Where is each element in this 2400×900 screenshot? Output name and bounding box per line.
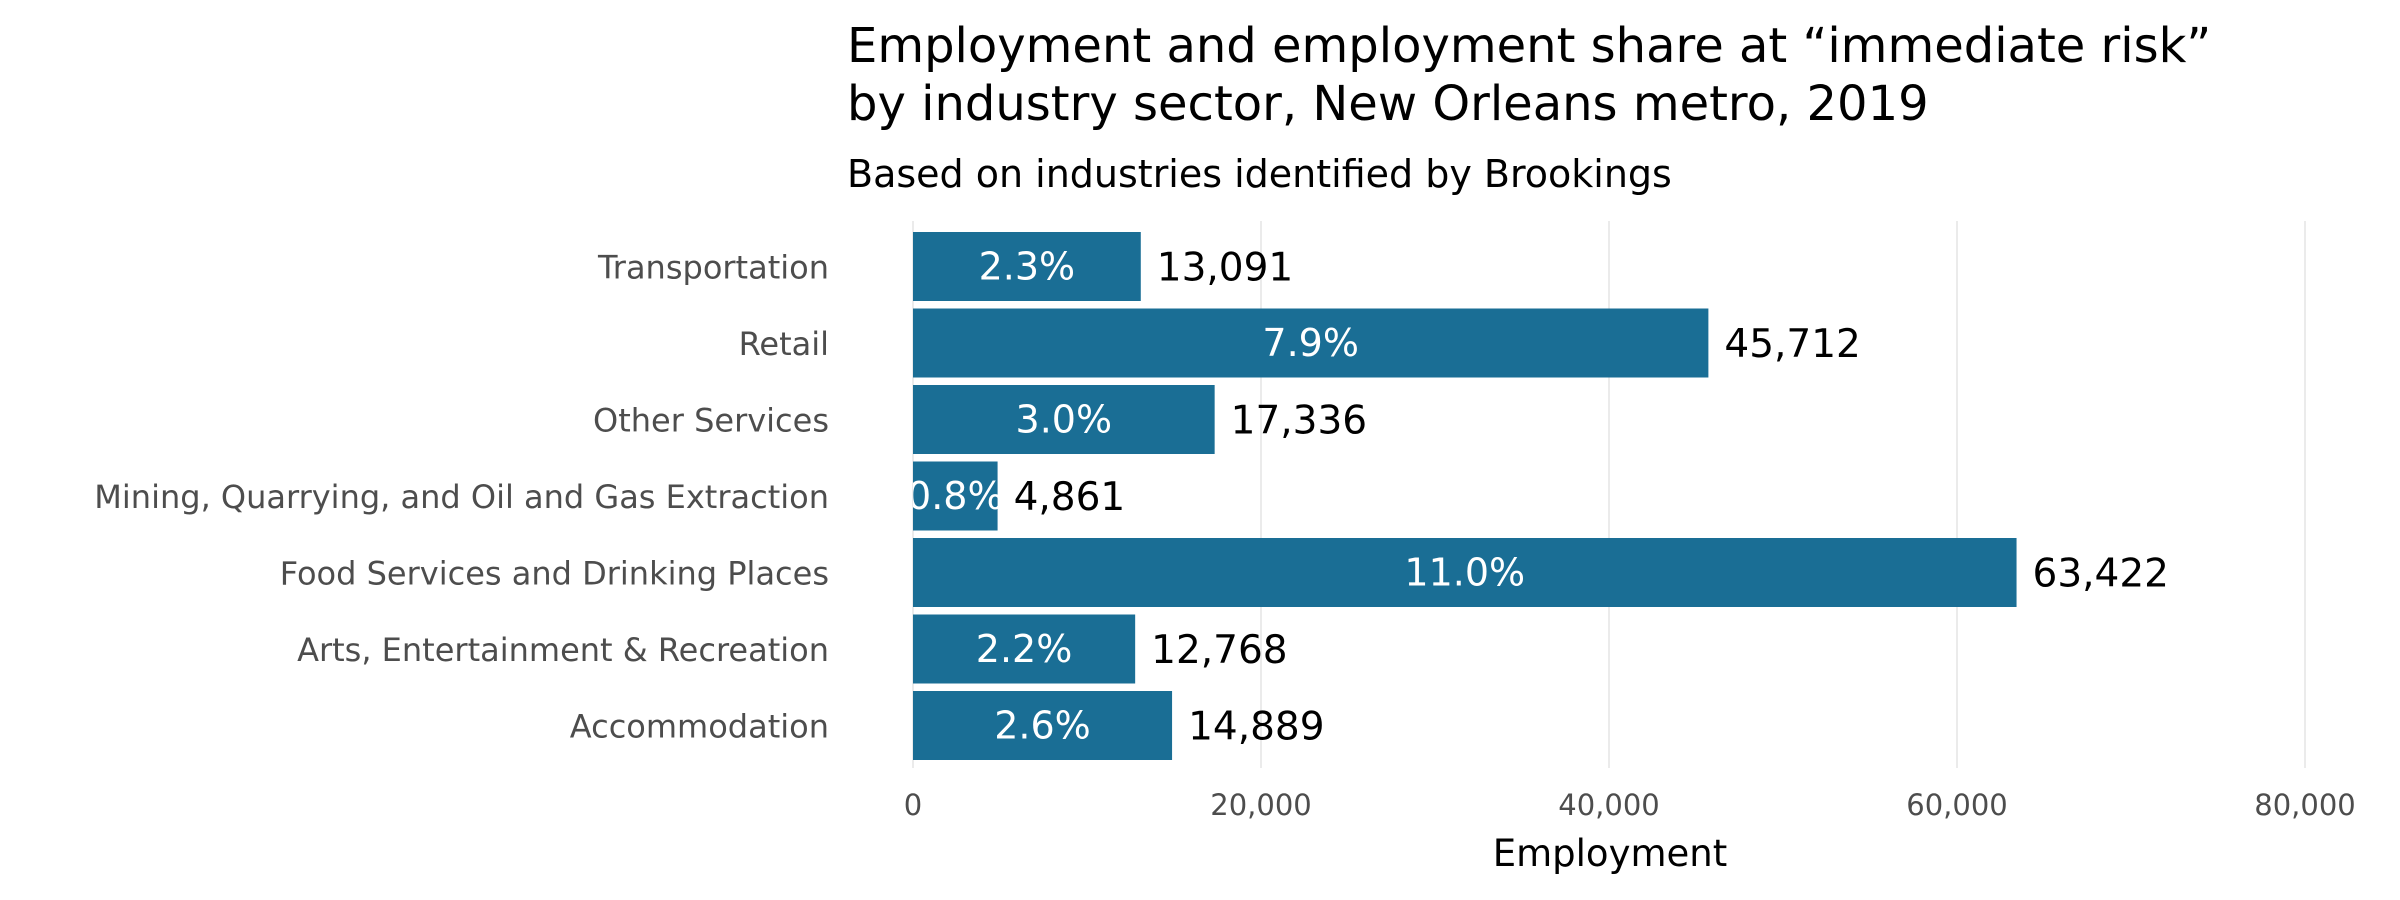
chart-title-line-1: Employment and employment share at “imme… [847, 18, 2211, 74]
share-label: 7.9% [1262, 321, 1359, 365]
share-labels: 2.3% 7.9% 3.0% 0.8% 11.0% 2.2% 2.6% [907, 245, 1525, 748]
value-labels: 13,091 45,712 17,336 4,861 63,422 12,768 14,88… [1014, 246, 2169, 750]
bar [913, 614, 1136, 684]
value-label: 14,889 [1188, 705, 1324, 750]
x-tick-label: 0 [904, 788, 922, 822]
category-label: Accommodation [570, 708, 829, 746]
share-label: 2.2% [976, 627, 1073, 671]
category-label: Retail [739, 325, 829, 363]
bars [913, 232, 2017, 760]
bar [913, 461, 998, 531]
value-label: 4,861 [1014, 475, 1126, 520]
chart-title-line-2: by industry sector, New Orleans metro, 2… [847, 76, 1929, 132]
bar [913, 232, 1141, 301]
value-label: 63,422 [2033, 552, 2169, 597]
x-tick-label: 60,000 [1906, 788, 2007, 822]
bar [913, 691, 1173, 760]
x-axis-ticks: 0 20,000 40,000 60,000 80,000 [904, 788, 2356, 822]
bar [913, 385, 1215, 454]
value-label: 13,091 [1157, 246, 1293, 291]
category-label: Mining, Quarrying, and Oil and Gas Extra… [94, 478, 829, 516]
share-label: 2.6% [994, 704, 1091, 748]
category-axis: Transportation Retail Other Services Mining… [94, 249, 829, 746]
value-label: 45,712 [1724, 322, 1860, 367]
bar [913, 308, 1709, 378]
x-tick-label: 20,000 [1210, 788, 1311, 822]
share-label: 0.8% [907, 474, 1004, 518]
x-tick-label: 40,000 [1558, 788, 1659, 822]
share-label: 3.0% [1016, 398, 1113, 442]
bar [913, 538, 2017, 607]
value-label: 12,768 [1151, 628, 1287, 673]
category-label: Other Services [593, 402, 829, 440]
category-label: Transportation [597, 249, 829, 287]
chart-subtitle: Based on industries identified by Brooki… [847, 152, 1672, 196]
x-axis-title: Employment [1493, 832, 1727, 875]
share-label: 2.3% [979, 245, 1076, 289]
value-label: 17,336 [1231, 399, 1367, 444]
category-label: Arts, Entertainment & Recreation [297, 631, 829, 669]
category-label: Food Services and Drinking Places [280, 555, 829, 593]
share-label: 11.0% [1404, 551, 1525, 595]
x-tick-label: 80,000 [2254, 788, 2355, 822]
